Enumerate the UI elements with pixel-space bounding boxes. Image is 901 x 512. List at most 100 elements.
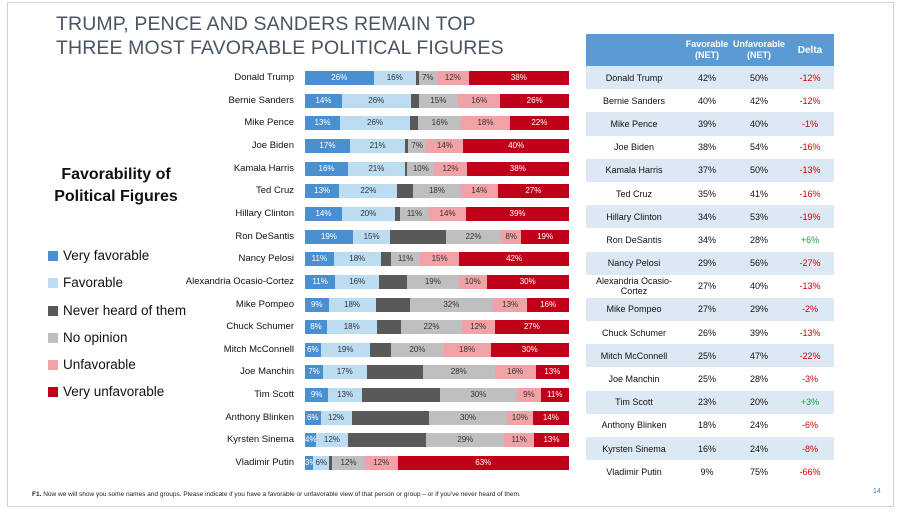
bar-segment-never-heard [405, 138, 408, 153]
table-row: Hillary Clinton 34% 53% -19% [586, 205, 834, 229]
bar-segment-very-favorable: 26% [305, 71, 374, 85]
bar-segment-no-opinion: 10% [407, 161, 435, 176]
table-header-delta: Delta [786, 34, 834, 66]
bar-row: 11% 16% 19% 10% 30% [305, 274, 569, 289]
table-row: Kamala Harris 37% 50% -13% [586, 158, 834, 182]
bar-segment-favorable: 22% [339, 184, 398, 199]
page-number: 14 [873, 488, 881, 495]
table-cell-unfavorable: 24% [732, 437, 786, 461]
bar-segment-very-unfavorable: 38% [468, 71, 569, 85]
category-label: Bernie Sanders [228, 94, 294, 106]
table-header-row: Favorable (NET) Unfavorable (NET) Delta [586, 34, 834, 66]
table-cell-unfavorable: 56% [732, 251, 786, 275]
legend-label-unfavorable: Unfavorable [63, 357, 136, 372]
bar-row: 4% 12% 29% 11% 13% [305, 433, 569, 448]
bar-segment-no-opinion: 7% [407, 138, 427, 153]
bar-segment-very-favorable: 11% [305, 274, 336, 289]
bar-segment-no-opinion: 16% [418, 116, 462, 131]
category-label: Mike Pompeo [235, 298, 294, 310]
table-cell-unfavorable: 20% [732, 390, 786, 414]
category-label: Ted Cruz [255, 185, 294, 197]
bar-segment-never-heard [410, 93, 419, 108]
bar-segment-no-opinion: 7% [418, 71, 437, 85]
table-cell-name: Joe Biden [586, 135, 682, 159]
bar-row: 9% 18% 32% 13% 16% [305, 297, 569, 312]
bar-segment-unfavorable: 12% [434, 161, 467, 176]
bar-segment-never-heard [375, 297, 410, 312]
bar-segment-very-favorable: 13% [305, 184, 340, 199]
table-cell-name: Nancy Pelosi [586, 251, 682, 275]
legend-label-never-heard: Never heard of them [63, 303, 187, 318]
table-cell-unfavorable: 24% [732, 413, 786, 437]
table-row: Tim Scott 23% 20% +3% [586, 390, 834, 414]
bar-segment-never-heard [348, 433, 427, 448]
table-cell-delta: -66% [786, 460, 834, 484]
table-cell-favorable: 35% [682, 181, 732, 206]
bar-segment-no-opinion: 11% [391, 252, 420, 267]
bar-segment-never-heard [404, 161, 408, 176]
bar-segment-very-unfavorable: 14% [532, 410, 569, 425]
bar-segment-very-favorable: 3% [305, 456, 317, 471]
table-cell-favorable: 26% [682, 321, 732, 345]
bar-segment-unfavorable: 13% [493, 297, 528, 312]
category-label: Hillary Clinton [235, 207, 294, 219]
bar-segment-very-favorable: 13% [305, 116, 341, 131]
footnote: F1. Now we will show you some names and … [32, 491, 521, 498]
bar-segment-very-unfavorable: 42% [459, 252, 569, 267]
bar-segment-no-opinion: 29% [426, 433, 505, 448]
table-cell-favorable: 40% [682, 89, 732, 113]
legend-label-very-unfavorable: Very unfavorable [63, 384, 165, 399]
bar-row: 7% 17% 28% 16% 13% [305, 365, 569, 380]
category-label: Mike Pence [244, 117, 294, 129]
table-cell-name: Ted Cruz [586, 181, 682, 206]
bar-segment-unfavorable: 16% [458, 93, 501, 108]
table-row: Nancy Pelosi 29% 56% -27% [586, 251, 834, 275]
table-cell-unfavorable: 40% [732, 112, 786, 136]
bar-segment-favorable: 16% [373, 71, 416, 85]
table-cell-name: Mike Pompeo [586, 297, 682, 322]
bar-segment-favorable: 12% [320, 410, 352, 425]
table-cell-name: Donald Trump [586, 66, 682, 90]
bar-segment-no-opinion: 22% [401, 320, 462, 335]
table-cell-unfavorable: 50% [732, 66, 786, 90]
bar-row: 6% 12% 30% 10% 14% [305, 410, 569, 425]
legend-swatch-never-heard [48, 306, 58, 316]
table-cell-delta: -19% [786, 205, 834, 229]
table-cell-favorable: 37% [682, 158, 732, 182]
bar-segment-favorable: 18% [333, 252, 381, 267]
table-row: Bernie Sanders 40% 42% -12% [586, 89, 834, 113]
table-cell-name: Mike Pence [586, 112, 682, 136]
table-cell-name: Tim Scott [586, 390, 682, 414]
bar-segment-very-unfavorable: 30% [486, 274, 569, 289]
slide-frame [7, 2, 894, 507]
bar-segment-favorable: 15% [352, 229, 391, 244]
bar-segment-no-opinion: 30% [429, 410, 507, 425]
bar-row: 11% 18% 11% 15% 42% [305, 252, 569, 267]
bar-segment-very-favorable: 14% [305, 93, 342, 108]
bar-segment-never-heard [415, 71, 419, 85]
bar-segment-very-unfavorable: 26% [500, 93, 569, 108]
bar-segment-very-favorable: 6% [305, 410, 321, 425]
bar-row: 13% 22% 18% 14% 27% [305, 184, 569, 199]
table-cell-favorable: 23% [682, 390, 732, 414]
footnote-text: Now we will show you some names and grou… [43, 491, 521, 498]
legend-swatch-very-unfavorable [48, 387, 58, 397]
table-cell-favorable: 16% [682, 437, 732, 461]
table-cell-unfavorable: 28% [732, 367, 786, 391]
bar-segment-never-heard [379, 274, 407, 289]
table-cell-delta: -27% [786, 251, 834, 275]
category-label: Mitch McConnell [223, 343, 294, 355]
bar-segment-very-unfavorable: 38% [466, 161, 569, 176]
bar-segment-very-unfavorable: 13% [533, 433, 569, 448]
table-cell-name: Bernie Sanders [586, 89, 682, 113]
bar-row: 8% 18% 22% 12% 27% [305, 320, 569, 335]
table-cell-name: Hillary Clinton [586, 205, 682, 229]
bar-segment-very-unfavorable: 63% [397, 456, 569, 471]
table-cell-delta: -12% [786, 89, 834, 113]
bar-segment-no-opinion: 11% [400, 206, 430, 221]
legend-label-favorable: Favorable [63, 275, 124, 290]
bar-segment-very-unfavorable: 13% [535, 365, 569, 380]
table-header-favorable: Favorable (NET) [682, 34, 732, 66]
category-label: Ron DeSantis [235, 230, 294, 242]
bar-segment-never-heard [366, 365, 423, 380]
